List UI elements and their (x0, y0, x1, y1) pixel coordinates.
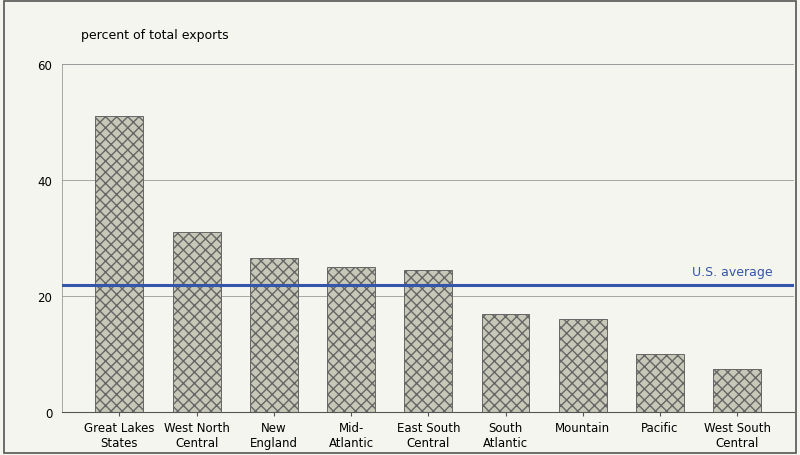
Text: percent of total exports: percent of total exports (81, 29, 228, 41)
Bar (95, 117, 143, 413)
Bar (404, 270, 452, 413)
Bar (327, 268, 375, 413)
Bar (636, 354, 684, 413)
Bar (482, 314, 530, 413)
Bar (173, 233, 221, 413)
Bar (559, 320, 606, 413)
Bar (714, 369, 761, 413)
Bar (250, 259, 298, 413)
Text: U.S. average: U.S. average (692, 265, 773, 278)
